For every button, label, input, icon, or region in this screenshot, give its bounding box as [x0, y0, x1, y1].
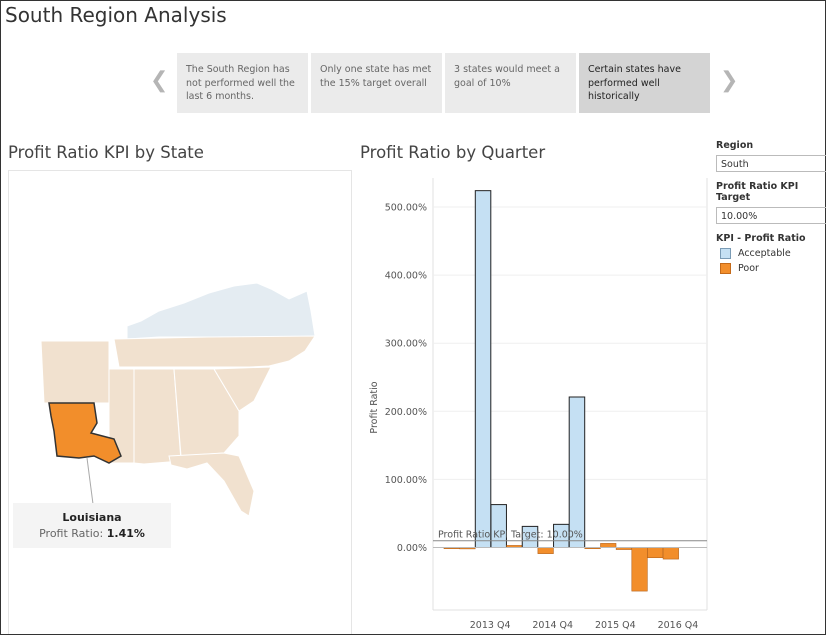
- target-reference-label: Profit Ratio KPI Target: 10.00%: [438, 530, 583, 541]
- y-tick-label: 0.00%: [397, 543, 427, 554]
- y-tick-label: 400.00%: [385, 271, 427, 282]
- map-state-north-carolina[interactable]: [113, 335, 316, 368]
- target-input[interactable]: 10.00%: [716, 207, 826, 224]
- x-tick-label: 2016 Q4: [658, 620, 699, 631]
- dashboard-title: South Region Analysis: [5, 3, 227, 27]
- map-svg: [40, 282, 316, 517]
- y-axis-label: Profit Ratio: [369, 381, 380, 433]
- story-point-2[interactable]: Only one state has met the 15% target ov…: [311, 53, 442, 113]
- bar-quarter-14[interactable]: [647, 547, 664, 559]
- profit-ratio-chart: 0.00% 100.00% 200.00% 300.00% 400.00% 500.00%…: [369, 178, 708, 631]
- story-point-1[interactable]: The South Region has not performed well …: [177, 53, 308, 113]
- legend-swatch-acceptable: [720, 248, 731, 259]
- y-tick-label: 500.00%: [385, 203, 427, 214]
- y-tick-label: 300.00%: [385, 339, 427, 350]
- x-tick-label: 2013 Q4: [470, 620, 511, 631]
- legend-title: KPI - Profit Ratio: [716, 233, 806, 244]
- map-state-florida[interactable]: [168, 452, 255, 517]
- tooltip-profit-line: Profit Ratio: 1.41%: [13, 527, 171, 540]
- map-state-louisiana[interactable]: [48, 402, 122, 464]
- state-map[interactable]: [8, 170, 352, 634]
- legend-label-poor: Poor: [738, 263, 759, 274]
- story-navigator: The South Region has not performed well …: [177, 53, 710, 113]
- bar-quarter-15[interactable]: [662, 547, 679, 560]
- y-tick-label: 100.00%: [385, 475, 427, 486]
- bar-quarter-13[interactable]: [631, 547, 648, 592]
- map-state-alabama[interactable]: [133, 368, 182, 465]
- legend-label-acceptable: Acceptable: [738, 248, 791, 259]
- map-state-south-carolina[interactable]: [213, 366, 272, 412]
- chart-title: Profit Ratio by Quarter: [360, 143, 546, 162]
- tooltip-pointer: [86, 457, 94, 505]
- bar-quarter-3[interactable]: [474, 190, 492, 548]
- region-label: Region: [716, 140, 754, 151]
- map-state-arkansas[interactable]: [40, 340, 110, 404]
- map-title: Profit Ratio KPI by State: [8, 143, 204, 162]
- map-tooltip: Louisiana Profit Ratio: 1.41%: [13, 503, 171, 548]
- bar-quarter-11[interactable]: [600, 543, 617, 548]
- x-tick-label: 2014 Q4: [532, 620, 573, 631]
- legend-swatch-poor: [720, 263, 731, 274]
- legend-item-poor[interactable]: Poor: [720, 263, 826, 274]
- story-point-3[interactable]: 3 states would meet a goal of 10%: [445, 53, 576, 113]
- filter-panel: Region South Profit Ratio KPI Target 10.…: [716, 140, 826, 278]
- x-tick-label: 2015 Q4: [595, 620, 636, 631]
- target-label: Profit Ratio KPI Target: [716, 181, 799, 203]
- map-state-virginia[interactable]: [126, 282, 316, 340]
- tooltip-value: 1.41%: [106, 527, 145, 540]
- y-tick-label: 200.00%: [385, 407, 427, 418]
- tooltip-state: Louisiana: [62, 511, 122, 524]
- story-prev-arrow-icon[interactable]: ❮: [150, 68, 169, 93]
- bar-quarter-7[interactable]: [537, 547, 554, 554]
- tooltip-label: Profit Ratio:: [39, 527, 104, 540]
- bar-quarter-9[interactable]: [568, 396, 586, 548]
- story-next-arrow-icon[interactable]: ❯: [720, 68, 739, 93]
- story-point-4[interactable]: Certain states have performed well histo…: [579, 53, 710, 113]
- legend-item-acceptable[interactable]: Acceptable: [720, 248, 826, 259]
- region-dropdown[interactable]: South: [716, 155, 826, 172]
